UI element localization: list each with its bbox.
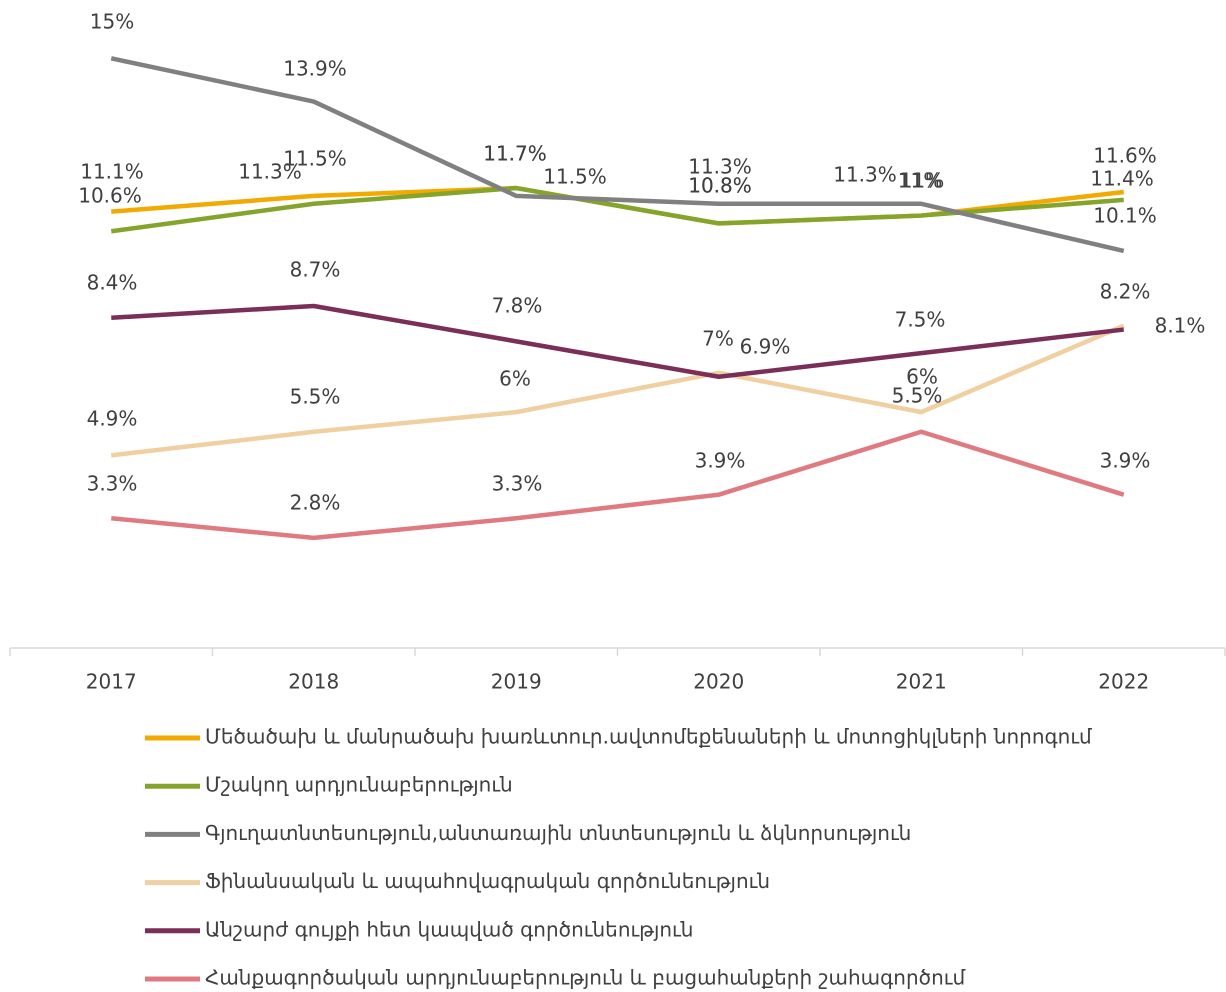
data-label: 11.5% [283, 147, 347, 171]
data-label: 8.4% [87, 271, 138, 295]
data-label: 8.1% [1155, 314, 1206, 338]
data-label: 3.9% [695, 449, 746, 473]
data-label: 8.2% [1100, 280, 1151, 304]
data-label: 11.5% [543, 165, 607, 189]
data-label: 15% [90, 10, 134, 34]
data-label: 11.7% [483, 142, 547, 166]
data-label: 11.7% [483, 142, 547, 166]
legend-label: Հանքագործական արդյունաբերություն և բացահ… [205, 966, 965, 990]
x-tick-label: 2018 [288, 670, 339, 694]
data-label: 11.3% [238, 160, 302, 184]
data-label: 6.9% [740, 335, 791, 359]
series-line [111, 303, 1125, 379]
data-label: 7.8% [492, 294, 543, 318]
series-line [110, 56, 1125, 254]
data-label: 11% [898, 169, 942, 193]
data-label: 10.8% [688, 174, 752, 198]
data-label: 13.9% [283, 57, 347, 81]
data-label: 11.6% [1093, 144, 1157, 168]
data-label: 3.9% [1100, 449, 1151, 473]
data-label: 11.3% [688, 155, 752, 179]
data-label: 11.3% [833, 163, 897, 187]
series-line [110, 185, 1124, 234]
series-line [110, 323, 1125, 458]
x-tick-label: 2022 [1098, 670, 1149, 694]
data-label: 6% [906, 365, 938, 389]
data-label: 4.9% [87, 407, 138, 431]
data-label: 11.1% [80, 160, 144, 184]
legend-label: Ֆինանսական և ապահովագրական գործունեությո… [205, 869, 770, 893]
data-label: 3.3% [87, 472, 138, 496]
legend-label: Գյուղատնտեսություն,անտառային տնտեսությու… [205, 821, 911, 845]
legend-label: Մշակող արդյունաբերություն [205, 773, 513, 797]
series-line [111, 429, 1125, 541]
data-label: 10.6% [78, 184, 142, 208]
data-label: 7.5% [895, 308, 946, 332]
data-label: 5.5% [892, 384, 943, 408]
data-label: 6% [499, 367, 531, 391]
data-label: 3.3% [492, 472, 543, 496]
legend-label: Անշարժ գույքի հետ կապված գործունեություն [205, 917, 693, 941]
x-tick-label: 2019 [491, 670, 542, 694]
x-tick-label: 2017 [86, 670, 137, 694]
data-label: 10.1% [1093, 204, 1157, 228]
data-label: 11.4% [1090, 167, 1154, 191]
data-label: 8.7% [290, 258, 341, 282]
data-label: 7% [702, 327, 734, 351]
data-label: 11% [900, 169, 944, 193]
data-label: 5.5% [290, 385, 341, 409]
data-label: 10.8% [688, 174, 752, 198]
data-label: 2.8% [290, 491, 341, 515]
x-tick-label: 2020 [693, 670, 744, 694]
x-tick-label: 2021 [896, 670, 947, 694]
legend-label: Մեծածախ և մանրածախ խառևտուր.ավտոմեքենանե… [205, 725, 1092, 749]
